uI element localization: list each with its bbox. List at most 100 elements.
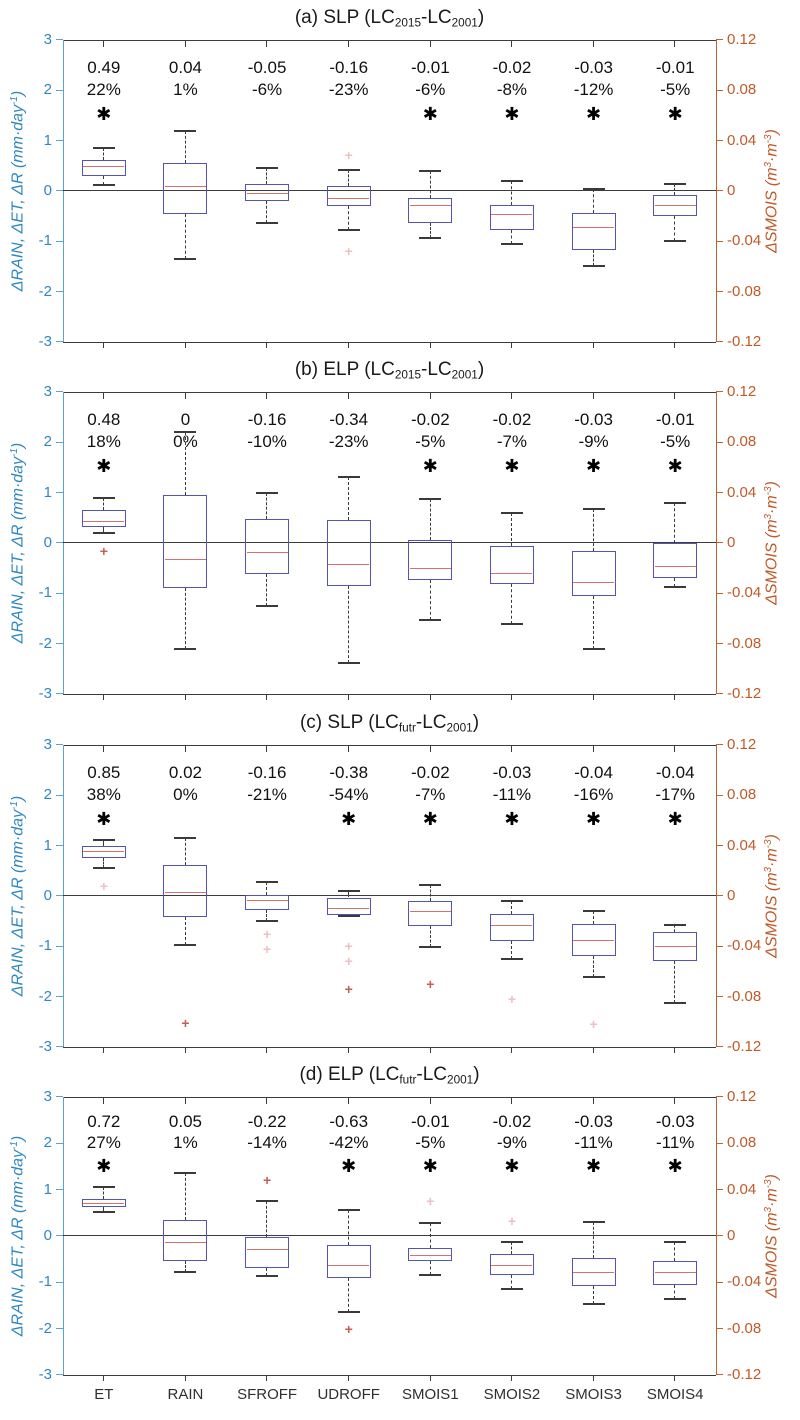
left-y-tick-mark: [56, 744, 63, 746]
lower-whisker-line: [103, 858, 104, 869]
upper-whisker-line: [266, 168, 268, 185]
lower-whisker-line: [674, 1284, 676, 1299]
left-y-tick-mark: [56, 542, 63, 544]
box-smois4: [653, 543, 698, 579]
upper-whisker-line: [429, 1223, 431, 1248]
plot-frame-bottom: [63, 694, 716, 695]
bottom-x-tick-mark: [103, 1047, 105, 1053]
median-line: [654, 205, 696, 207]
bottom-x-tick-mark: [184, 342, 186, 348]
significance-asterisk: ✱: [667, 456, 683, 477]
top-x-tick-mark: [266, 393, 268, 399]
top-x-tick-mark: [429, 746, 431, 752]
upper-whisker-cap: [664, 501, 687, 504]
lower-whisker-cap: [174, 257, 197, 260]
right-y-tick-label: 0.08: [727, 81, 757, 99]
upper-whisker-line: [347, 477, 349, 521]
right-y-tick-mark: [716, 945, 723, 947]
zero-line: [63, 1235, 716, 1237]
right-y-axis-label: ΔSMOIS (m3·m-3): [763, 481, 781, 605]
box-rain: [163, 864, 208, 918]
median-line: [246, 192, 288, 194]
outlier-marker-faint: +: [507, 991, 517, 1008]
annotation-value: -0.02: [492, 57, 532, 77]
median-line: [573, 940, 615, 942]
lower-whisker-line: [103, 1207, 104, 1212]
right-y-tick-mark: [716, 341, 723, 343]
significance-asterisk: ✱: [586, 456, 602, 477]
median-line: [573, 227, 615, 229]
left-y-tick-label: 1: [43, 1180, 52, 1198]
top-x-tick-mark: [347, 41, 349, 47]
bottom-x-tick-mark: [103, 1375, 105, 1381]
upper-whisker-cap: [500, 179, 523, 182]
significance-asterisk: ✱: [667, 1155, 683, 1176]
box-smois1: [408, 1247, 453, 1262]
annotation-percent: -14%: [247, 1133, 287, 1153]
bottom-x-tick-mark: [347, 1047, 349, 1053]
outlier-marker-faint: +: [344, 243, 353, 260]
left-y-tick-label: -1: [38, 937, 52, 955]
top-x-tick-mark: [184, 746, 186, 752]
median-line: [491, 1265, 533, 1267]
significance-asterisk: ✱: [667, 809, 683, 830]
top-x-tick-mark: [347, 1098, 349, 1104]
significance-asterisk: ✱: [586, 104, 602, 125]
annotation-percent: -6%: [415, 80, 446, 100]
upper-whisker-cap: [92, 147, 115, 150]
lower-whisker-line: [674, 578, 676, 588]
right-y-tick-mark: [716, 491, 723, 493]
lower-whisker-cap: [664, 1297, 687, 1300]
right-y-tick-label: 0: [727, 1227, 736, 1244]
left-y-axis-label: ΔRAIN, ΔET, ΔR (mm·day-1): [9, 90, 27, 292]
plot-frame-top: [63, 40, 716, 41]
box-smois4: [653, 932, 698, 962]
top-x-tick-mark: [511, 393, 513, 399]
lower-whisker-cap: [256, 1275, 279, 1278]
upper-whisker-cap: [664, 924, 687, 927]
significance-asterisk: ✱: [96, 104, 112, 125]
upper-whisker-line: [184, 432, 186, 496]
right-y-tick-label: 0.04: [727, 836, 757, 854]
bottom-x-tick-mark: [674, 1047, 676, 1053]
annotation-value: 0.02: [168, 762, 202, 782]
significance-asterisk: ✱: [96, 1155, 112, 1176]
top-x-tick-mark: [592, 41, 594, 47]
lower-whisker-cap: [500, 242, 523, 245]
box-sfroff: [245, 518, 290, 575]
upper-whisker-line: [184, 838, 186, 865]
lower-whisker-cap: [92, 1210, 115, 1213]
box-rain: [163, 1219, 208, 1262]
right-y-tick-label: -0.08: [727, 1319, 762, 1337]
left-y-axis-label: ΔRAIN, ΔET, ΔR (mm·day-1): [9, 442, 27, 644]
bottom-x-tick-mark: [347, 694, 349, 700]
median-line: [164, 558, 206, 560]
upper-whisker-line: [674, 925, 676, 933]
left-y-tick-mark: [56, 190, 63, 192]
median-line: [83, 850, 125, 852]
box-smois1: [408, 540, 453, 580]
annotation-value: -0.63: [329, 1112, 369, 1132]
top-x-tick-mark: [184, 393, 186, 399]
bottom-x-tick-mark: [266, 1047, 268, 1053]
right-y-axis-label: ΔSMOIS (m3·m-3): [763, 1174, 781, 1298]
bottom-x-tick-mark: [592, 342, 594, 348]
upper-whisker-line: [674, 1241, 676, 1262]
upper-whisker-cap: [582, 1221, 605, 1224]
lower-whisker-line: [103, 175, 104, 185]
bottom-x-tick-mark: [184, 694, 186, 700]
median-line: [328, 1265, 370, 1267]
annotation-value: -0.03: [574, 409, 613, 429]
plot-frame-bottom: [63, 342, 716, 343]
significance-asterisk: ✱: [504, 809, 520, 830]
left-y-tick-mark: [56, 592, 63, 594]
annotation-percent: 38%: [86, 785, 121, 805]
upper-whisker-line: [511, 1241, 513, 1254]
box-udroff: [326, 185, 371, 207]
top-x-tick-mark: [184, 41, 186, 47]
annotation-value: -0.22: [247, 1112, 287, 1132]
annotation-percent: -8%: [496, 80, 528, 100]
annotation-value: -0.04: [655, 762, 695, 782]
x-axis-label-udroff: UDROFF: [317, 1386, 380, 1403]
